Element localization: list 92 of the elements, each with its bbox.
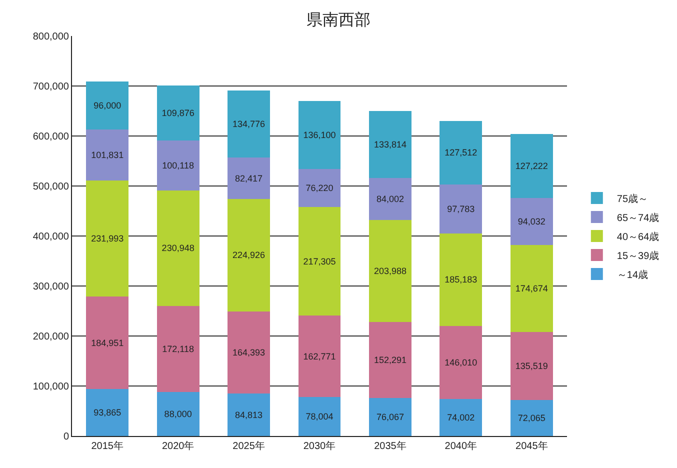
x-tick-label: 2025年 — [232, 440, 265, 452]
bar — [86, 180, 129, 297]
data-label: 88,000 — [164, 409, 192, 419]
bar — [86, 130, 129, 181]
bar — [298, 316, 341, 397]
data-label: 162,771 — [303, 351, 336, 362]
x-tick-label: 2030年 — [303, 440, 336, 452]
y-tick-label: 300,000 — [32, 282, 70, 292]
bar — [298, 206, 341, 316]
data-label: 93,865 — [94, 408, 122, 418]
data-label: 136,100 — [303, 130, 336, 140]
bar — [228, 198, 270, 312]
x-tick-label: 2045年 — [516, 440, 548, 452]
bar — [298, 168, 341, 207]
y-tick-label: 800,000 — [32, 32, 70, 42]
bar — [440, 399, 482, 436]
bar — [156, 306, 200, 392]
bar — [510, 198, 553, 245]
legend-label: 15～39歳 — [616, 250, 660, 262]
legend-label: ～14歳 — [616, 268, 648, 281]
data-label: 96,000 — [94, 100, 122, 111]
data-label: 76,220 — [306, 182, 334, 193]
bar — [440, 233, 482, 326]
bar — [510, 400, 553, 436]
data-label: 84,813 — [235, 410, 263, 420]
bar — [156, 190, 200, 306]
legend-label: 65～74歳 — [616, 212, 660, 224]
data-label: 133,814 — [374, 139, 406, 150]
data-label: 76,067 — [376, 412, 404, 422]
data-label: 146,010 — [444, 357, 478, 368]
data-label: 172,118 — [162, 344, 194, 354]
x-tick-label: 2040年 — [444, 440, 478, 452]
x-tick-label: 2020年 — [162, 440, 194, 452]
data-label: 100,118 — [162, 160, 194, 170]
x-tick-label: 2035年 — [374, 440, 406, 452]
bar — [156, 392, 200, 436]
y-tick-label: 0 — [63, 432, 70, 442]
data-label: 134,776 — [232, 119, 266, 130]
data-label: 74,002 — [447, 412, 475, 422]
data-label: 72,065 — [518, 412, 546, 423]
data-label: 217,305 — [303, 256, 336, 266]
data-label: 97,783 — [447, 204, 475, 214]
bar — [369, 398, 412, 436]
x-tick-label: 2015年 — [91, 440, 124, 452]
y-tick-label: 200,000 — [32, 332, 70, 342]
bar — [369, 110, 412, 178]
data-label: 109,876 — [162, 108, 194, 118]
data-label: 231,993 — [91, 234, 124, 244]
bar — [228, 158, 270, 199]
bar — [369, 322, 412, 398]
bar — [298, 397, 341, 436]
data-label: 135,519 — [515, 361, 548, 372]
bar — [440, 184, 482, 234]
data-label: 127,512 — [444, 148, 478, 158]
legend-label: 75歳～ — [616, 192, 648, 205]
data-label: 78,004 — [306, 412, 334, 422]
bar — [86, 82, 129, 130]
data-label: 174,674 — [515, 284, 548, 294]
data-label: 94,032 — [518, 216, 546, 226]
bar — [440, 120, 482, 185]
bar — [440, 326, 482, 399]
data-label: 152,291 — [374, 354, 406, 365]
chart-title: 県南西部 — [306, 11, 370, 30]
bar — [228, 311, 270, 394]
y-tick-label: 100,000 — [32, 382, 70, 392]
data-label: 185,183 — [444, 274, 478, 285]
bar — [510, 134, 553, 198]
bar — [369, 178, 412, 220]
y-tick-label: 500,000 — [32, 182, 70, 192]
y-tick-label: 700,000 — [32, 82, 70, 92]
data-label: 224,926 — [232, 250, 266, 260]
bar — [86, 389, 129, 436]
data-label: 127,222 — [515, 161, 548, 172]
bar — [298, 100, 341, 169]
y-tick-label: 400,000 — [32, 232, 70, 242]
bar — [510, 244, 553, 332]
bar — [510, 332, 553, 400]
data-label: 184,951 — [91, 338, 124, 348]
bar — [369, 220, 412, 322]
data-label: 203,988 — [374, 266, 406, 276]
bar — [156, 140, 200, 190]
bar — [156, 85, 200, 140]
data-label: 230,948 — [162, 243, 194, 254]
bar — [228, 394, 270, 436]
data-label: 164,393 — [232, 347, 266, 358]
legend-label: 40～64歳 — [616, 230, 660, 243]
bar — [228, 90, 270, 158]
data-label: 84,002 — [376, 194, 404, 204]
y-tick-label: 600,000 — [32, 132, 70, 142]
data-label: 82,417 — [235, 173, 263, 184]
bar — [86, 296, 129, 390]
data-label: 101,831 — [91, 150, 124, 160]
